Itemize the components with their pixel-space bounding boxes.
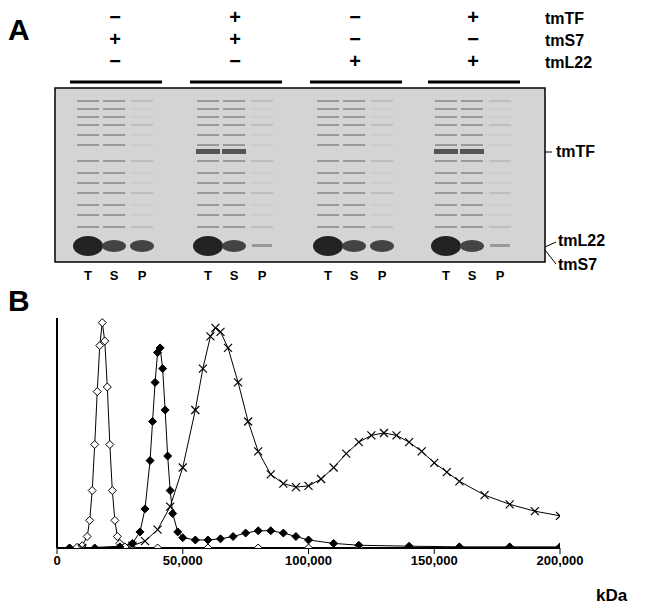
svg-text:+: + [349, 50, 361, 72]
svg-text:−: − [349, 28, 361, 50]
svg-text:tmTF: tmTF [545, 10, 584, 27]
svg-text:S: S [350, 268, 359, 283]
svg-text:150,000: 150,000 [411, 553, 458, 568]
svg-text:−: − [109, 6, 121, 28]
svg-text:tmS7: tmS7 [558, 256, 597, 273]
svg-text:200,000: 200,000 [537, 553, 584, 568]
svg-text:+: + [229, 6, 241, 28]
svg-text:S: S [230, 268, 239, 283]
svg-text:100,000: 100,000 [285, 553, 332, 568]
svg-text:P: P [496, 268, 505, 283]
svg-text:P: P [258, 268, 267, 283]
svg-text:P: P [138, 268, 147, 283]
svg-text:−: − [349, 6, 361, 28]
svg-text:0: 0 [53, 553, 60, 568]
svg-text:T: T [324, 268, 332, 283]
html-text:B: B [8, 284, 30, 317]
svg-text:tmS7: tmS7 [545, 32, 584, 49]
svg-text:+: + [229, 28, 241, 50]
svg-text:tmTF: tmTF [556, 143, 595, 160]
svg-text:+: + [109, 28, 121, 50]
svg-text:tmL22: tmL22 [545, 54, 592, 71]
svg-text:+: + [467, 50, 479, 72]
svg-text:S: S [110, 268, 119, 283]
html-text:kDa: kDa [596, 586, 628, 605]
svg-text:−: − [229, 50, 241, 72]
svg-text:tmL22: tmL22 [558, 232, 605, 249]
svg-text:−: − [109, 50, 121, 72]
svg-text:T: T [204, 268, 212, 283]
svg-text:+: + [467, 6, 479, 28]
svg-text:50,000: 50,000 [163, 553, 203, 568]
svg-text:−: − [467, 28, 479, 50]
svg-text:P: P [378, 268, 387, 283]
svg-text:T: T [442, 268, 450, 283]
svg-text:S: S [468, 268, 477, 283]
svg-text:T: T [84, 268, 92, 283]
svg-text:A: A [8, 13, 30, 46]
